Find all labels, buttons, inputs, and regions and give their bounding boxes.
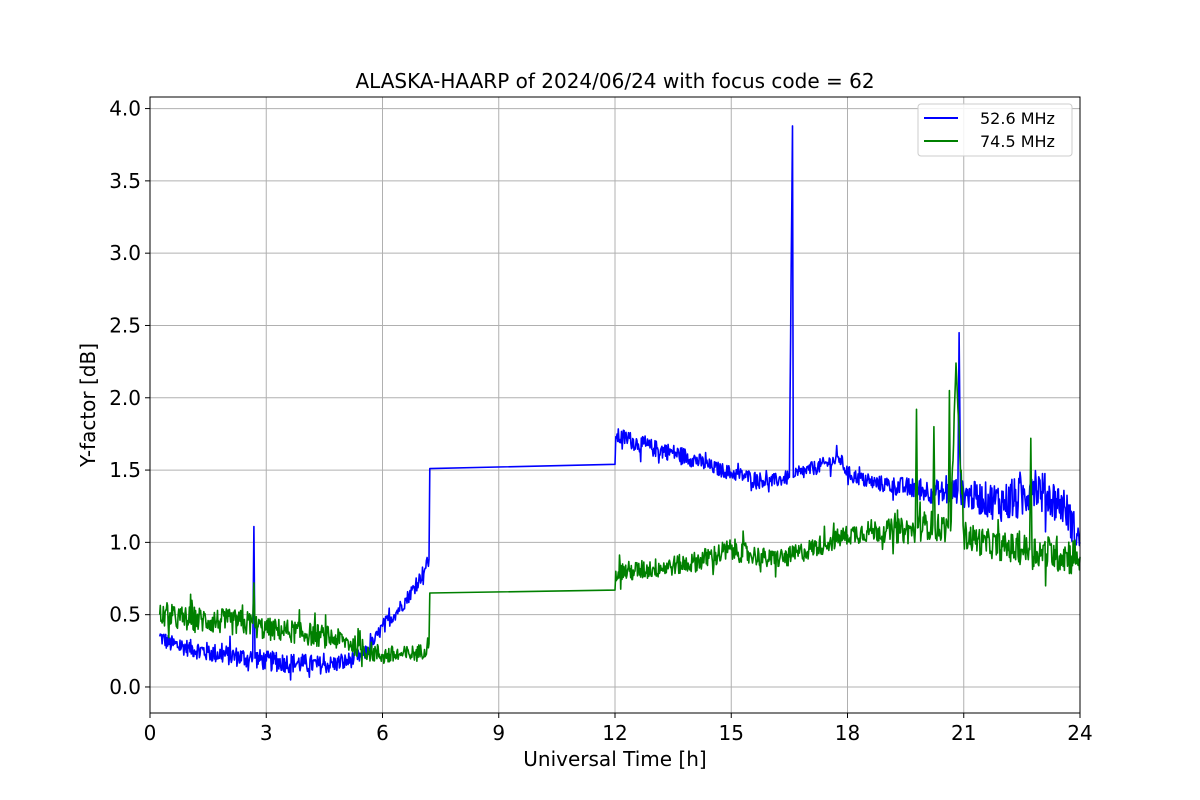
series-line	[158, 125, 1081, 681]
y-tick-label: 0.5	[109, 603, 141, 627]
x-tick-label: 18	[835, 721, 860, 745]
x-tick-label: 9	[492, 721, 505, 745]
y-axis-label: Y-factor [dB]	[76, 343, 100, 468]
series-74-5-mhz	[158, 362, 1081, 668]
x-axis-ticks: 0 3 6 9 12 15 18 21 24	[144, 713, 1093, 745]
y-tick-label: 2.0	[109, 386, 141, 410]
x-tick-label: 0	[144, 721, 157, 745]
x-tick-label: 24	[1067, 721, 1092, 745]
x-tick-label: 12	[602, 721, 627, 745]
chart-title: ALASKA-HAARP of 2024/06/24 with focus co…	[355, 69, 874, 93]
y-tick-label: 4.0	[109, 97, 141, 121]
legend: 52.6 MHz 74.5 MHz	[917, 103, 1073, 157]
series-52-6-mhz	[158, 125, 1081, 681]
y-tick-label: 3.0	[109, 241, 141, 265]
legend-label-74-5: 74.5 MHz	[980, 132, 1055, 151]
y-tick-label: 3.5	[109, 169, 141, 193]
x-tick-label: 6	[376, 721, 389, 745]
series-line	[158, 362, 1081, 668]
x-tick-label: 21	[951, 721, 976, 745]
y-tick-label: 1.0	[109, 530, 141, 554]
series-layer	[158, 125, 1081, 681]
y-tick-label: 1.5	[109, 458, 141, 482]
y-tick-label: 2.5	[109, 313, 141, 337]
x-tick-label: 15	[719, 721, 744, 745]
x-tick-label: 3	[260, 721, 273, 745]
x-axis-label: Universal Time [h]	[523, 747, 706, 771]
y-axis-ticks: 0.0 0.5 1.0 1.5 2.0 2.5 3.0 3.5 4.0	[109, 97, 150, 699]
y-tick-label: 0.0	[109, 675, 141, 699]
legend-label-52-6: 52.6 MHz	[980, 109, 1055, 128]
